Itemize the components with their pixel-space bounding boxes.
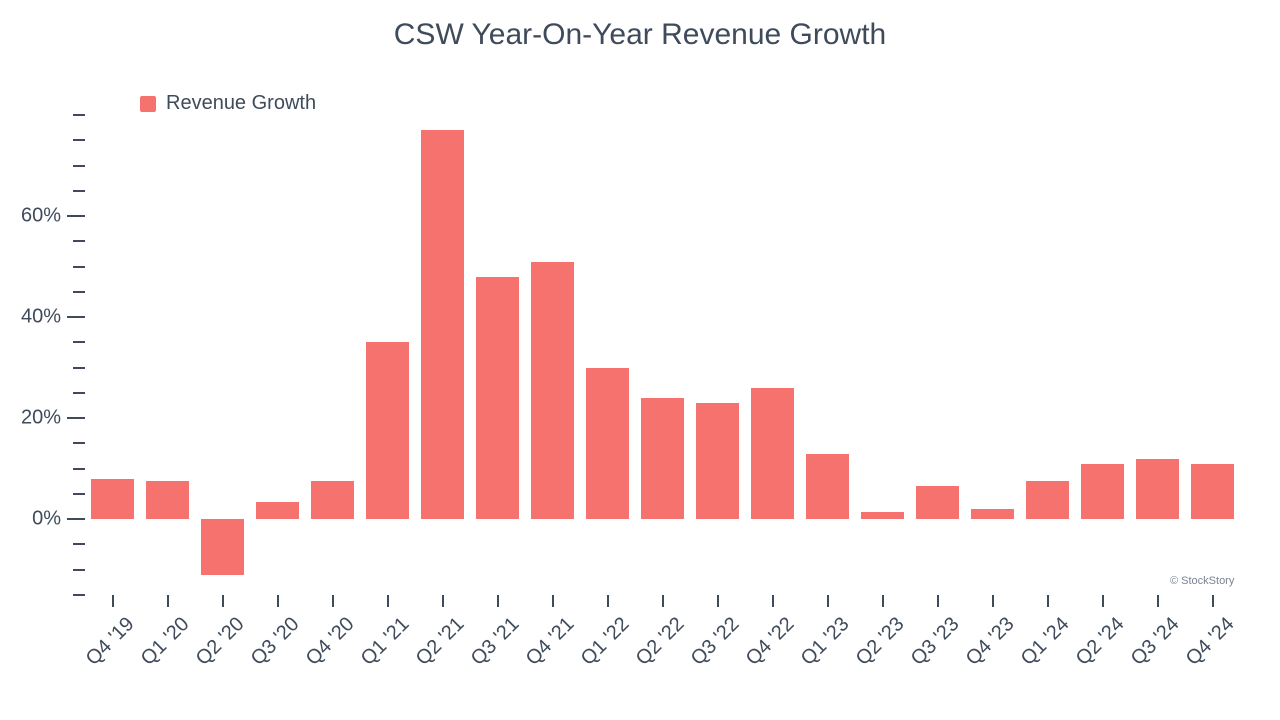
bar <box>751 388 794 519</box>
y-tick <box>73 266 85 268</box>
y-tick <box>73 543 85 545</box>
x-tick <box>1102 595 1104 607</box>
x-tick-label: Q3 '23 <box>898 613 964 679</box>
bar <box>421 130 464 519</box>
y-tick <box>73 291 85 293</box>
y-tick <box>73 493 85 495</box>
x-tick <box>112 595 114 607</box>
chart-title: CSW Year-On-Year Revenue Growth <box>0 18 1280 52</box>
x-tick-label: Q4 '19 <box>73 613 139 679</box>
bar <box>861 512 904 520</box>
x-tick <box>1157 595 1159 607</box>
x-tick-label: Q4 '23 <box>953 613 1019 679</box>
y-tick <box>73 240 85 242</box>
x-tick-label: Q1 '22 <box>568 613 634 679</box>
y-tick <box>73 594 85 596</box>
bar <box>91 479 134 519</box>
bar <box>916 486 959 519</box>
chart-legend: Revenue Growth <box>140 92 316 115</box>
x-tick-label: Q3 '20 <box>238 613 304 679</box>
x-tick <box>277 595 279 607</box>
y-tick <box>73 114 85 116</box>
bar <box>806 454 849 520</box>
y-tick-label: 0% <box>32 508 85 531</box>
x-tick <box>1047 595 1049 607</box>
x-tick <box>332 595 334 607</box>
bar <box>1191 464 1234 520</box>
x-tick <box>497 595 499 607</box>
bar <box>971 509 1014 519</box>
x-tick-label: Q4 '20 <box>293 613 359 679</box>
bar <box>1136 459 1179 520</box>
x-tick-label: Q2 '22 <box>623 613 689 679</box>
legend-swatch <box>140 96 156 112</box>
x-tick-label: Q4 '21 <box>513 613 579 679</box>
x-tick-label: Q1 '20 <box>128 613 194 679</box>
x-tick <box>552 595 554 607</box>
plot-area: 0%20%40%60%Q4 '19Q1 '20Q2 '20Q3 '20Q4 '2… <box>85 115 1240 595</box>
x-tick-label: Q2 '24 <box>1063 613 1129 679</box>
bar <box>201 519 244 575</box>
y-tick <box>73 367 85 369</box>
x-tick-label: Q4 '24 <box>1173 613 1239 679</box>
bar <box>476 277 519 520</box>
watermark: © StockStory <box>1170 575 1234 587</box>
x-tick <box>662 595 664 607</box>
x-tick-label: Q4 '22 <box>733 613 799 679</box>
x-tick <box>882 595 884 607</box>
legend-label: Revenue Growth <box>166 92 316 115</box>
y-tick <box>73 442 85 444</box>
x-tick-label: Q3 '21 <box>458 613 524 679</box>
y-tick <box>73 569 85 571</box>
x-tick <box>442 595 444 607</box>
bar <box>531 262 574 520</box>
y-tick <box>73 165 85 167</box>
x-tick-label: Q1 '24 <box>1008 613 1074 679</box>
y-tick-label: 40% <box>21 306 85 329</box>
bar <box>586 368 629 520</box>
x-tick <box>827 595 829 607</box>
bar <box>146 481 189 519</box>
bar <box>256 502 299 520</box>
revenue-growth-chart: CSW Year-On-Year Revenue Growth Revenue … <box>0 0 1280 720</box>
y-tick <box>73 139 85 141</box>
y-tick-label: 20% <box>21 407 85 430</box>
x-tick <box>937 595 939 607</box>
bar <box>1081 464 1124 520</box>
x-tick-label: Q3 '24 <box>1118 613 1184 679</box>
bar <box>1026 481 1069 519</box>
x-tick-label: Q1 '23 <box>788 613 854 679</box>
bar <box>311 481 354 519</box>
y-tick <box>73 341 85 343</box>
bar <box>366 342 409 519</box>
x-tick-label: Q1 '21 <box>348 613 414 679</box>
x-tick-label: Q3 '22 <box>678 613 744 679</box>
y-tick <box>73 468 85 470</box>
x-tick <box>167 595 169 607</box>
x-tick <box>387 595 389 607</box>
x-tick <box>992 595 994 607</box>
x-tick <box>1212 595 1214 607</box>
x-tick <box>717 595 719 607</box>
y-tick-label: 60% <box>21 205 85 228</box>
x-tick-label: Q2 '23 <box>843 613 909 679</box>
x-tick-label: Q2 '21 <box>403 613 469 679</box>
x-tick <box>607 595 609 607</box>
bars-layer <box>85 115 1240 595</box>
bar <box>696 403 739 519</box>
y-tick <box>73 190 85 192</box>
bar <box>641 398 684 519</box>
y-tick <box>73 392 85 394</box>
x-tick <box>772 595 774 607</box>
x-tick <box>222 595 224 607</box>
x-tick-label: Q2 '20 <box>183 613 249 679</box>
